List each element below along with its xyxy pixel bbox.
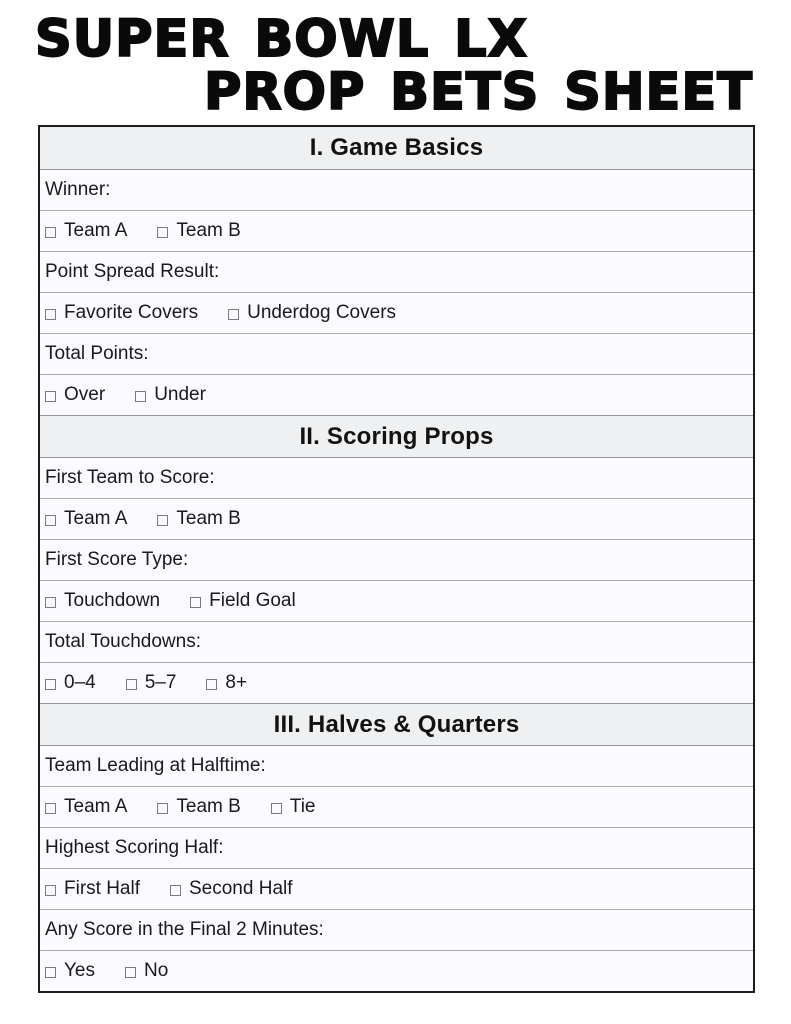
checkbox-icon[interactable]	[125, 678, 137, 690]
prop-label: First Score Type:	[45, 549, 189, 570]
option-label: Touchdown	[64, 590, 161, 611]
checkbox-option-yes[interactable]: Yes	[45, 960, 95, 982]
option-label: Under	[154, 384, 206, 405]
checkbox-icon[interactable]	[45, 226, 56, 238]
checkbox-option-team-b[interactable]: Team B	[157, 508, 241, 530]
option-label: Underdog Covers	[247, 302, 397, 323]
checkbox-option-0-4[interactable]: 0–4	[45, 672, 96, 694]
prop-label: Winner:	[45, 179, 111, 200]
checkbox-option-5-7[interactable]: 5–7	[125, 672, 177, 694]
option-label: Field Goal	[209, 590, 296, 611]
section-header-ii-scoring-props: II. Scoring Props	[40, 415, 753, 458]
checkbox-icon[interactable]	[45, 678, 56, 690]
checkbox-option-underdog-covers[interactable]: Underdog Covers	[228, 302, 396, 324]
option-label: Team A	[64, 220, 128, 241]
prop-options-row: Favorite Covers Underdog Covers	[40, 292, 753, 333]
option-label: 5–7	[144, 672, 177, 693]
prop-label: First Team to Score:	[45, 467, 215, 488]
option-label: Team B	[176, 220, 241, 241]
prop-options-row: 0–4 5–7 8+	[40, 662, 753, 703]
checkbox-option-team-b[interactable]: Team B	[157, 796, 241, 818]
checkbox-option-no[interactable]: No	[125, 960, 168, 982]
checkbox-option-first-half[interactable]: First Half	[45, 878, 140, 900]
title-line-1: SUPER BOWL LX	[34, 10, 528, 69]
option-label: Favorite Covers	[64, 302, 199, 323]
page-title: SUPER BOWL LX PROP BETS SHEET	[0, 0, 791, 125]
checkbox-icon[interactable]	[190, 596, 202, 608]
prop-label-row: Total Touchdowns:	[40, 621, 753, 662]
option-label: Second Half	[189, 878, 293, 899]
checkbox-icon[interactable]	[45, 390, 56, 402]
prop-label: Highest Scoring Half:	[45, 837, 224, 858]
checkbox-icon[interactable]	[157, 802, 169, 814]
checkbox-option-team-b[interactable]: Team B	[157, 220, 241, 242]
section-header-iii-halves-quarters: III. Halves & Quarters	[40, 703, 753, 746]
checkbox-icon[interactable]	[45, 966, 56, 978]
checkbox-option-8[interactable]: 8+	[206, 672, 247, 694]
checkbox-option-second-half[interactable]: Second Half	[170, 878, 293, 900]
option-label: First Half	[64, 878, 140, 899]
checkbox-icon[interactable]	[270, 802, 282, 814]
checkbox-icon[interactable]	[228, 308, 240, 320]
prop-label-row: Total Points:	[40, 333, 753, 374]
checkbox-option-tie[interactable]: Tie	[270, 796, 316, 818]
checkbox-icon[interactable]	[45, 802, 56, 814]
prop-options-row: Yes No	[40, 950, 753, 991]
checkbox-option-team-a[interactable]: Team A	[45, 508, 127, 530]
prop-label-row: First Score Type:	[40, 539, 753, 580]
checkbox-option-team-a[interactable]: Team A	[45, 796, 127, 818]
option-label: Yes	[64, 960, 95, 981]
option-label: Team A	[64, 508, 128, 529]
option-label: Tie	[289, 796, 316, 817]
prop-label-row: Highest Scoring Half:	[40, 827, 753, 868]
checkbox-icon[interactable]	[45, 308, 56, 320]
prop-options-row: Team A Team B	[40, 498, 753, 539]
checkbox-option-favorite-covers[interactable]: Favorite Covers	[45, 302, 198, 324]
prop-label: Point Spread Result:	[45, 261, 220, 282]
section-header-i-game-basics: I. Game Basics	[40, 127, 753, 170]
prop-bets-table: I. Game Basics Winner: Team A Team B Point S…	[38, 125, 755, 993]
checkbox-icon[interactable]	[157, 514, 169, 526]
prop-options-row: First Half Second Half	[40, 868, 753, 909]
prop-label-row: Any Score in the Final 2 Minutes:	[40, 909, 753, 950]
checkbox-option-under[interactable]: Under	[135, 384, 206, 406]
checkbox-option-over[interactable]: Over	[45, 384, 105, 406]
option-label: 0–4	[64, 672, 96, 693]
prop-options-row: Touchdown Field Goal	[40, 580, 753, 621]
option-label: Team B	[176, 508, 241, 529]
prop-options-row: Over Under	[40, 374, 753, 415]
checkbox-icon[interactable]	[135, 390, 147, 402]
checkbox-icon[interactable]	[206, 678, 218, 690]
checkbox-icon[interactable]	[45, 596, 56, 608]
checkbox-icon[interactable]	[45, 884, 56, 896]
checkbox-option-touchdown[interactable]: Touchdown	[45, 590, 160, 612]
checkbox-icon[interactable]	[170, 884, 181, 896]
option-label: Over	[64, 384, 106, 405]
checkbox-icon[interactable]	[125, 966, 136, 978]
checkbox-icon[interactable]	[45, 514, 56, 526]
prop-options-row: Team A Team B	[40, 210, 753, 251]
prop-label: Team Leading at Halftime:	[45, 755, 266, 776]
option-label: No	[144, 960, 169, 981]
option-label: 8+	[225, 672, 248, 693]
checkbox-icon[interactable]	[157, 226, 169, 238]
prop-options-row: Team A Team B Tie	[40, 786, 753, 827]
option-label: Team A	[64, 796, 128, 817]
prop-label: Total Touchdowns:	[45, 631, 201, 652]
prop-label-row: Point Spread Result:	[40, 251, 753, 292]
prop-label-row: First Team to Score:	[40, 458, 753, 498]
prop-label: Total Points:	[45, 343, 149, 364]
option-label: Team B	[176, 796, 241, 817]
prop-label-row: Winner:	[40, 170, 753, 210]
checkbox-option-field-goal[interactable]: Field Goal	[190, 590, 296, 612]
checkbox-option-team-a[interactable]: Team A	[45, 220, 127, 242]
prop-label-row: Team Leading at Halftime:	[40, 746, 753, 786]
title-line-2: PROP BETS SHEET	[203, 63, 753, 122]
prop-label: Any Score in the Final 2 Minutes:	[45, 919, 324, 940]
